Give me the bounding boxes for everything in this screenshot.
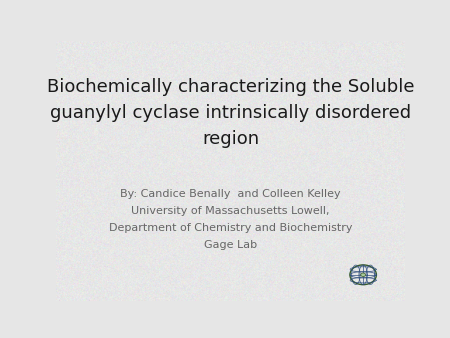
Circle shape — [361, 273, 365, 276]
Text: By: Candice Benally  and Colleen Kelley: By: Candice Benally and Colleen Kelley — [120, 189, 341, 199]
Text: Biochemically characterizing the Soluble: Biochemically characterizing the Soluble — [47, 78, 414, 96]
Text: Gage Lab: Gage Lab — [204, 240, 257, 250]
Text: University of Massachusetts Lowell,: University of Massachusetts Lowell, — [131, 206, 330, 216]
Text: Department of Chemistry and Biochemistry: Department of Chemistry and Biochemistry — [109, 223, 352, 233]
Text: region: region — [202, 130, 259, 148]
Text: guanylyl cyclase intrinsically disordered: guanylyl cyclase intrinsically disordere… — [50, 104, 411, 122]
